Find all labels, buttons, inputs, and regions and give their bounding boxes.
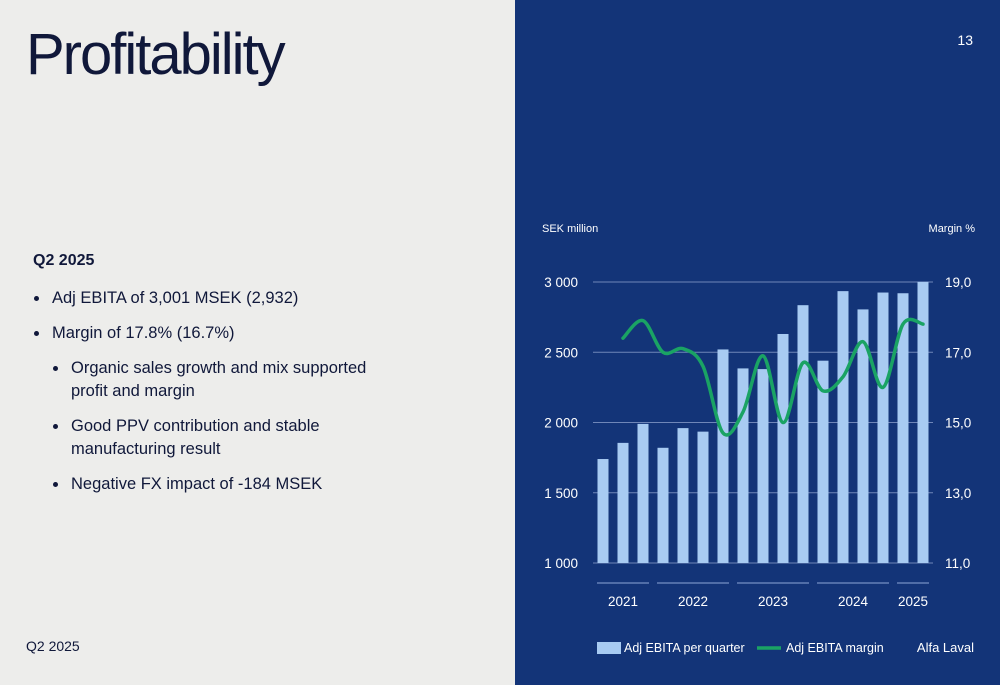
- left-tick-label: 1 000: [544, 556, 578, 571]
- company-name: Alfa Laval: [916, 640, 974, 655]
- bar-q11: [797, 305, 809, 563]
- left-tick-label: 2 500: [544, 345, 578, 360]
- legend-bar-label: Adj EBITA per quarter: [624, 641, 745, 655]
- year-label: 2025: [898, 594, 928, 609]
- page-number: 13: [957, 32, 973, 48]
- bar-q8: [737, 368, 749, 563]
- bar-q5: [677, 428, 689, 563]
- sub-bullet-item: Good PPV contribution and stable manufac…: [52, 415, 393, 461]
- left-panel: Profitability Q2 2025 Adj EBITA of 3,001…: [0, 0, 515, 685]
- year-label: 2022: [678, 594, 708, 609]
- bar-q13: [837, 291, 849, 563]
- left-axis-title: SEK million: [542, 223, 598, 235]
- bullet-item: Adj EBITA of 3,001 MSEK (2,932): [33, 287, 393, 310]
- bar-q10: [777, 333, 789, 563]
- bar-q4: [657, 447, 669, 563]
- year-label: 2023: [758, 594, 788, 609]
- bar-q7: [717, 349, 729, 563]
- bullet-item: Margin of 17.8% (16.7%): [33, 322, 393, 345]
- page-title: Profitability: [26, 22, 286, 87]
- legend-line-label: Adj EBITA margin: [786, 641, 884, 655]
- sub-bullet-item: Organic sales growth and mix supported p…: [52, 357, 393, 403]
- right-tick-label: 13,0: [945, 486, 971, 501]
- bar-q1: [597, 459, 609, 563]
- bar-q17: [917, 281, 929, 563]
- legend-bar-swatch: [597, 642, 621, 654]
- bar-q6: [697, 431, 709, 563]
- bar-q2: [617, 442, 629, 563]
- year-label: 2021: [608, 594, 638, 609]
- margin-line: [621, 317, 925, 437]
- left-tick-label: 3 000: [544, 275, 578, 290]
- section-heading: Q2 2025: [33, 252, 95, 269]
- bar-q15: [877, 292, 889, 563]
- bar-q12: [817, 360, 829, 563]
- right-tick-label: 15,0: [945, 416, 971, 431]
- left-tick-label: 1 500: [544, 486, 578, 501]
- right-tick-label: 17,0: [945, 345, 971, 360]
- sub-bullet-item: Negative FX impact of -184 MSEK: [52, 473, 393, 496]
- bar-q16: [897, 293, 909, 563]
- bar-q3: [637, 423, 649, 563]
- right-tick-label: 11,0: [945, 556, 970, 571]
- profit-chart: SEK million Margin % 1 000 1 500 2 000 2 500 3…: [542, 223, 976, 655]
- footer-period-label: Q2 2025: [26, 638, 80, 654]
- year-label: 2024: [838, 594, 869, 609]
- right-axis-title: Margin %: [929, 223, 976, 235]
- bullet-list: Adj EBITA of 3,001 MSEK (2,932) Margin o…: [33, 287, 393, 508]
- bar-q14: [857, 309, 869, 563]
- left-tick-label: 2 000: [544, 416, 578, 431]
- chart-panel: 13 SEK million Margin % 1 000 1 500 2 000 2 5…: [515, 0, 1000, 685]
- right-tick-label: 19,0: [945, 275, 971, 290]
- bar-q9: [757, 369, 769, 563]
